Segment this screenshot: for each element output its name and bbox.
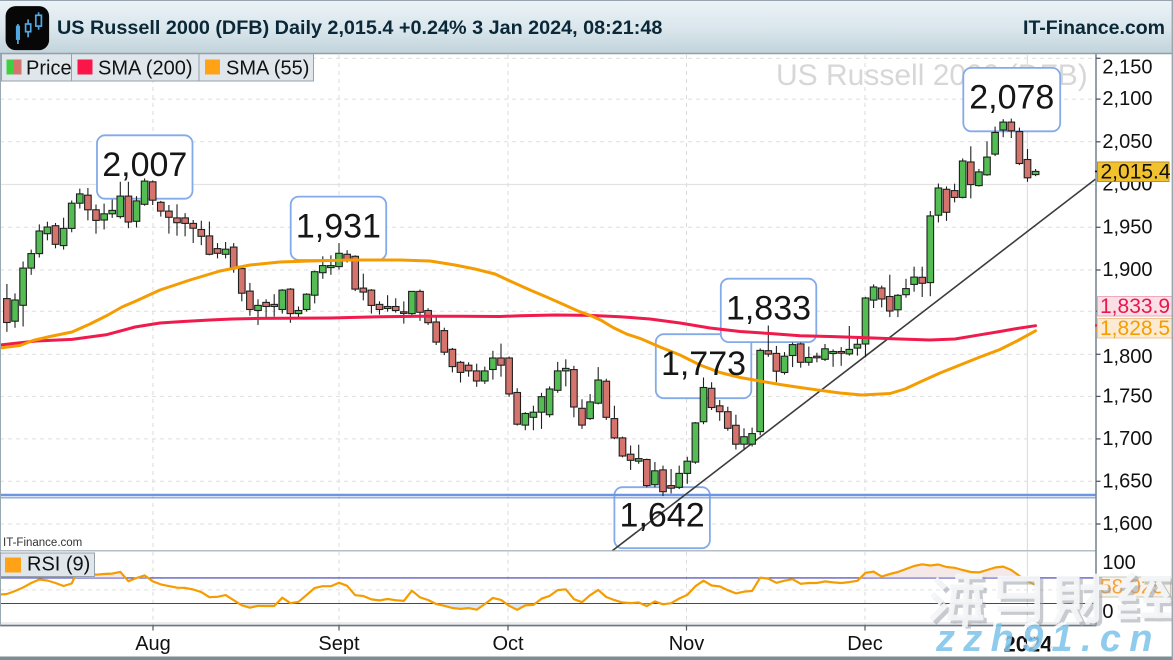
svg-text:zzh91.cn: zzh91.cn	[933, 616, 1159, 658]
svg-text:2024: 2024	[1004, 631, 1054, 656]
svg-text:1,828.5: 1,828.5	[1100, 317, 1170, 340]
svg-text:IT-Finance.com: IT-Finance.com	[3, 537, 82, 549]
svg-text:Dec: Dec	[847, 633, 883, 655]
svg-text:Price: Price	[26, 57, 72, 79]
svg-text:SMA (55): SMA (55)	[226, 57, 309, 79]
svg-text:1,773: 1,773	[661, 345, 746, 383]
svg-text:1,642: 1,642	[620, 497, 705, 535]
svg-text:1,900: 1,900	[1102, 259, 1152, 281]
svg-text:1,931: 1,931	[296, 207, 381, 245]
svg-text:1,650: 1,650	[1102, 470, 1152, 492]
svg-text:Sept: Sept	[318, 633, 360, 655]
svg-text:zzh91.cn: zzh91.cn	[935, 618, 1161, 660]
svg-text:SMA (200): SMA (200)	[98, 57, 192, 79]
svg-text:2,100: 2,100	[1102, 88, 1152, 110]
svg-text:Oct: Oct	[492, 633, 524, 655]
svg-text:1,833: 1,833	[726, 289, 811, 327]
svg-text:2,150: 2,150	[1102, 57, 1152, 79]
svg-text:2,007: 2,007	[102, 146, 187, 184]
svg-text:0: 0	[1102, 601, 1113, 623]
svg-text:1,750: 1,750	[1102, 386, 1152, 408]
svg-text:US Russell 2000 (DFB) Daily 2,: US Russell 2000 (DFB) Daily 2,015.4 +0.2…	[57, 17, 662, 39]
svg-text:IT-Finance.com: IT-Finance.com	[1023, 17, 1165, 39]
svg-text:1,600: 1,600	[1102, 513, 1152, 535]
svg-text:1,950: 1,950	[1102, 216, 1152, 238]
svg-text:Aug: Aug	[135, 633, 171, 655]
svg-text:2,050: 2,050	[1102, 131, 1152, 153]
svg-text:2,015.4: 2,015.4	[1101, 160, 1171, 183]
svg-text:1,833.9: 1,833.9	[1100, 295, 1170, 318]
svg-text:RSI (9): RSI (9)	[27, 554, 90, 576]
svg-text:100: 100	[1102, 552, 1135, 574]
svg-text:1,700: 1,700	[1102, 428, 1152, 450]
svg-text:1,800: 1,800	[1102, 346, 1152, 368]
svg-text:Nov: Nov	[669, 633, 705, 655]
svg-text:2,078: 2,078	[969, 79, 1054, 117]
